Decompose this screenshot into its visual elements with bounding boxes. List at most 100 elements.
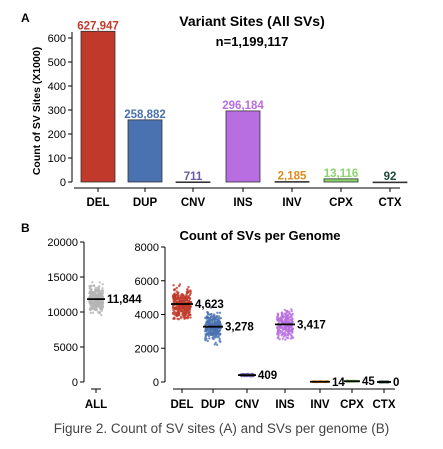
point-ins xyxy=(280,334,283,337)
panel-a-value-labels: 627,947 258,882 711 296,184 2,185 13,116 92 xyxy=(77,20,396,183)
point-ins xyxy=(287,313,290,316)
point-del xyxy=(175,290,178,293)
point-all xyxy=(93,303,96,307)
point-del xyxy=(187,285,190,289)
point-del xyxy=(182,315,185,319)
panel-b-right-y-ticks: 0 2000 4000 6000 8000 xyxy=(135,242,165,389)
panel-b-x-tick-label-all: ALL xyxy=(85,399,107,411)
point-del xyxy=(188,306,191,309)
point-dup xyxy=(206,312,210,316)
bar-cnv xyxy=(175,181,211,184)
panel-b-x-tick-label-inv: INV xyxy=(310,399,330,411)
point-all xyxy=(100,309,104,312)
bar-ctx xyxy=(372,181,408,184)
bar-value-label-cpx: 13,116 xyxy=(324,168,359,180)
panel-b-x-tick-label-dup: DUP xyxy=(201,399,226,411)
point-del xyxy=(172,284,175,287)
bar-value-label-cnv: 711 xyxy=(184,171,203,183)
point-ins xyxy=(276,312,280,315)
point-all xyxy=(101,283,105,286)
point-del xyxy=(177,318,180,321)
point-ins xyxy=(288,326,291,329)
point-ins xyxy=(283,328,286,331)
panel-a-x-tick-label-cpx: CPX xyxy=(329,197,353,209)
point-all xyxy=(98,285,101,288)
point-del xyxy=(179,296,183,300)
panel-a-y-tick-label: 600 xyxy=(48,33,66,45)
panel-b-left-y-tick-label: 0 xyxy=(72,377,78,389)
point-dup xyxy=(214,322,217,325)
panel-b-right-y-tick-label: 4000 xyxy=(135,310,159,322)
point-all xyxy=(88,300,92,304)
point-dup xyxy=(219,316,223,320)
point-dup xyxy=(205,323,208,326)
point-ins xyxy=(283,326,286,329)
panel-b-x-tick-label-cnv: CNV xyxy=(235,399,260,411)
point-del xyxy=(173,297,176,300)
median-label-cnv: 409 xyxy=(258,370,277,382)
point-del xyxy=(176,313,180,316)
bar-value-label-ctx: 92 xyxy=(384,171,397,183)
point-dup xyxy=(215,315,219,318)
panel-a-y-tick-label: 0 xyxy=(60,177,66,189)
bar-ins xyxy=(225,110,261,183)
panel-a-y-tick-label: 500 xyxy=(48,57,66,69)
median-label-all: 11,844 xyxy=(107,294,142,306)
point-dup xyxy=(218,322,221,325)
panel-b-left-y-tick-label: 5000 xyxy=(54,342,78,354)
point-del xyxy=(186,297,189,300)
point-all xyxy=(92,301,96,304)
point-dup xyxy=(214,333,217,336)
point-del xyxy=(185,290,188,294)
point-dup xyxy=(208,337,211,340)
panel-a-bar-chart: A Variant Sites (All SVs) n=1,199,117 Co… xyxy=(21,11,408,209)
point-ins xyxy=(280,311,283,314)
panel-a-x-tick-label-ctx: CTX xyxy=(379,197,402,209)
median-label-ctx: 0 xyxy=(393,377,399,389)
point-del xyxy=(179,317,182,320)
point-dup xyxy=(218,339,221,343)
point-all xyxy=(89,311,93,315)
bar-value-label-ins: 296,184 xyxy=(222,100,264,112)
point-dup xyxy=(215,323,219,326)
point-all xyxy=(93,306,96,310)
point-all xyxy=(91,311,95,314)
panel-a-y-tick-label: 100 xyxy=(48,153,66,165)
panel-a-y-tick-label: 200 xyxy=(48,129,66,141)
point-del xyxy=(186,295,189,298)
panel-b-title: Count of SVs per Genome xyxy=(179,228,340,243)
bar-cpx xyxy=(323,178,359,183)
point-ins xyxy=(287,330,290,333)
point-all xyxy=(88,287,92,290)
point-del xyxy=(188,300,192,304)
point-dup xyxy=(214,336,217,339)
point-del xyxy=(186,305,190,308)
point-ins xyxy=(288,315,292,319)
point-dup xyxy=(218,337,221,341)
panel-b-right-y-tick-label: 8000 xyxy=(135,242,159,254)
point-ins xyxy=(291,317,294,320)
panel-a-x-tick-label-del: DEL xyxy=(87,197,110,209)
point-all xyxy=(95,290,99,293)
panel-b-left-y-tick-label: 10000 xyxy=(47,307,78,319)
point-ins xyxy=(282,335,285,338)
point-del xyxy=(180,305,183,308)
median-label-del: 4,623 xyxy=(195,299,224,311)
point-del xyxy=(171,312,175,315)
point-del xyxy=(184,317,187,320)
point-del xyxy=(173,307,176,311)
point-all xyxy=(89,306,92,310)
panel-a-x-tick-label-dup: DUP xyxy=(133,197,158,209)
point-ins xyxy=(286,320,289,323)
point-del xyxy=(175,306,178,309)
panel-b-left-y-tick-label: 20000 xyxy=(47,237,78,249)
point-all xyxy=(96,305,99,308)
point-dup xyxy=(213,343,216,346)
point-dup xyxy=(214,327,218,331)
point-dup xyxy=(205,317,209,320)
figure: A Variant Sites (All SVs) n=1,199,117 Co… xyxy=(21,11,408,411)
point-dup xyxy=(207,334,211,338)
panel-b-left-y-tick-label: 15000 xyxy=(47,272,78,284)
bar-value-label-dup: 258,882 xyxy=(124,109,166,121)
point-dup xyxy=(215,343,219,346)
